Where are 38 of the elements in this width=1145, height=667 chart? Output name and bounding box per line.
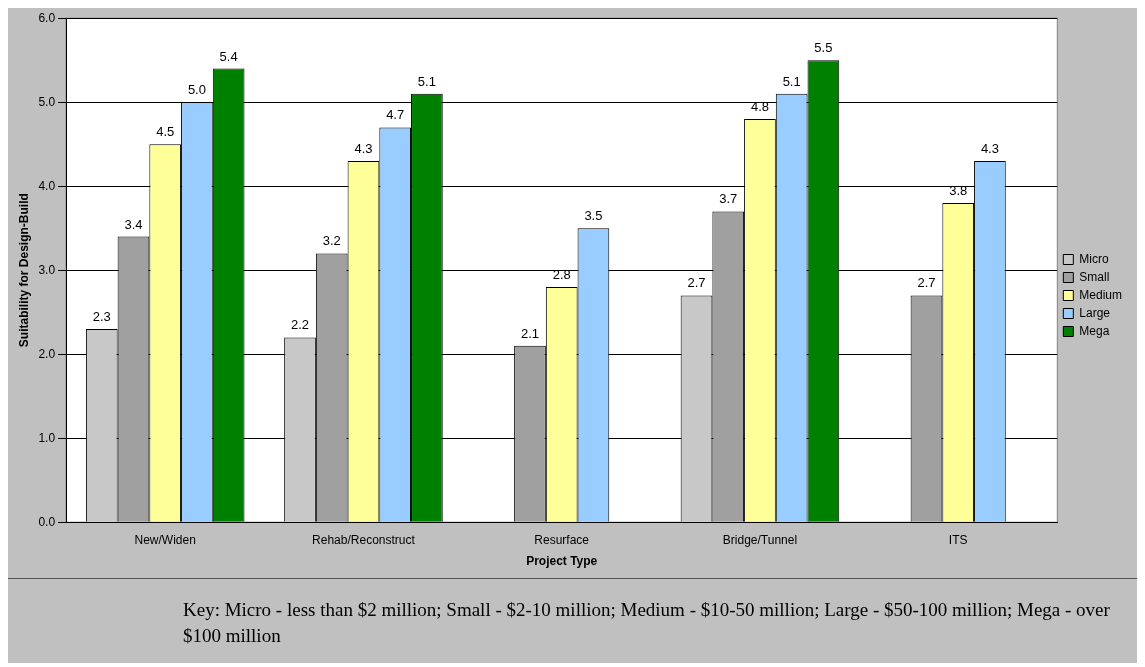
legend-label: Medium: [1079, 287, 1123, 302]
legend-label: Large: [1079, 305, 1111, 320]
data-label: 3.5: [584, 208, 603, 224]
x-tick-label: Rehab/Reconstruct: [312, 532, 416, 547]
y-tick-label: 2.0: [38, 346, 56, 361]
data-label: 2.3: [92, 309, 111, 325]
x-axis-title: Project Type: [526, 554, 598, 569]
data-label: 3.7: [719, 191, 738, 207]
data-label: 2.2: [290, 317, 310, 333]
data-label: 2.1: [520, 325, 540, 341]
data-label: 5.4: [219, 48, 238, 64]
legend-label: Small: [1079, 269, 1110, 284]
legend-label: Micro: [1079, 251, 1109, 266]
y-axis-title: Suitability for Design-Build: [16, 193, 31, 348]
data-label: 2.7: [917, 275, 936, 291]
data-label: 3.2: [322, 233, 341, 249]
data-label: 2.7: [687, 275, 706, 291]
x-tick-label: New/Widen: [134, 532, 196, 547]
data-label: 4.7: [386, 107, 405, 123]
data-label: 4.3: [980, 141, 999, 157]
data-label: 5.1: [417, 73, 436, 89]
data-label: 5.1: [782, 73, 801, 89]
data-label: 4.5: [156, 124, 175, 140]
data-label: 4.3: [354, 141, 373, 157]
data-label: 5.5: [814, 40, 833, 56]
text: Key: Micro - less than $2 million; Small - $2-10 million; Medium - $10-50 million; Large - $50-100 million; Mega - over $100 million: [183, 598, 1111, 648]
y-tick-label: 0.0: [38, 514, 56, 529]
data-label: 3.4: [124, 216, 143, 232]
y-tick-label: 1.0: [38, 430, 56, 445]
x-tick-label: Resurface: [534, 532, 590, 547]
y-tick-label: 4.0: [38, 178, 56, 193]
y-tick-label: 3.0: [38, 262, 56, 277]
legend-label: Mega: [1079, 323, 1110, 338]
x-tick-label: Bridge/Tunnel: [722, 532, 798, 547]
data-label: 5.0: [187, 82, 206, 98]
y-tick-label: 6.0: [38, 10, 56, 25]
x-tick-label: ITS: [948, 532, 968, 547]
y-tick-label: 5.0: [38, 94, 56, 109]
